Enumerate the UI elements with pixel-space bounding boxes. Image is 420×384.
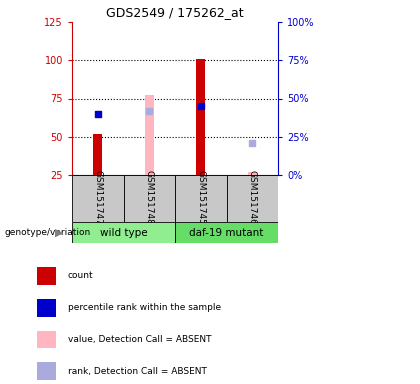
FancyBboxPatch shape [175, 222, 278, 243]
Point [146, 108, 152, 114]
Text: percentile rank within the sample: percentile rank within the sample [68, 303, 221, 312]
Bar [37, 362, 56, 380]
Title: GDS2549 / 175262_at: GDS2549 / 175262_at [106, 7, 244, 20]
Bar [248, 172, 257, 175]
Point [197, 103, 204, 109]
Point [94, 111, 101, 117]
Text: GSM151748: GSM151748 [145, 170, 154, 225]
Bar [196, 59, 205, 175]
Point [249, 140, 256, 146]
FancyBboxPatch shape [123, 175, 175, 222]
Bar [144, 96, 154, 175]
Text: genotype/variation: genotype/variation [4, 228, 90, 237]
Text: GSM151745: GSM151745 [196, 170, 205, 225]
FancyBboxPatch shape [72, 222, 175, 243]
Text: ▶: ▶ [55, 227, 64, 237]
Text: count: count [68, 271, 94, 280]
Bar [93, 134, 102, 175]
Bar [37, 299, 56, 316]
FancyBboxPatch shape [175, 175, 226, 222]
Text: value, Detection Call = ABSENT: value, Detection Call = ABSENT [68, 335, 212, 344]
Text: daf-19 mutant: daf-19 mutant [189, 227, 264, 237]
FancyBboxPatch shape [226, 175, 278, 222]
Bar [37, 267, 56, 285]
Text: GSM151746: GSM151746 [248, 170, 257, 225]
Text: rank, Detection Call = ABSENT: rank, Detection Call = ABSENT [68, 367, 207, 376]
Bar [37, 331, 56, 348]
Text: wild type: wild type [100, 227, 147, 237]
Text: GSM151747: GSM151747 [93, 170, 102, 225]
FancyBboxPatch shape [72, 175, 123, 222]
